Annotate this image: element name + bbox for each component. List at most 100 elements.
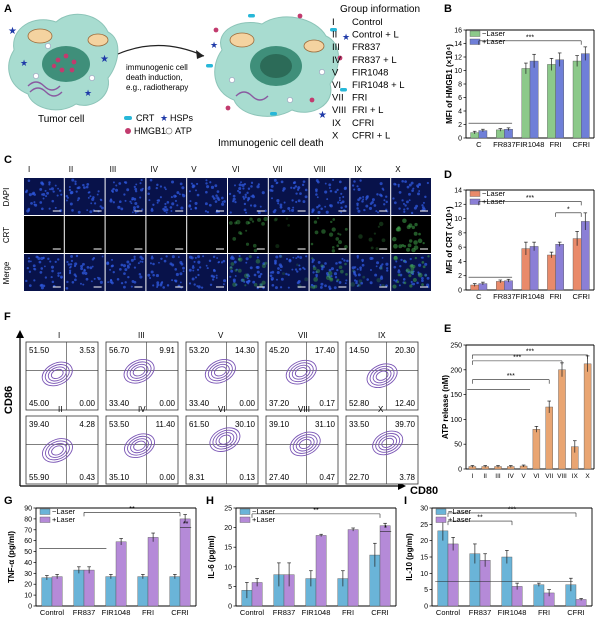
y-tick-label: 10 <box>24 593 32 600</box>
flow-plot-label: IV <box>138 405 146 414</box>
flow-plot: X 33.50 39.70 22.70 3.78 <box>345 405 419 485</box>
bar <box>581 53 590 139</box>
endoplasmic-reticulum-icon <box>27 81 63 97</box>
bar <box>137 576 149 607</box>
legend-swatch <box>469 38 481 45</box>
group-number: VIII <box>332 105 346 116</box>
y-tick-label: 25 <box>224 506 232 513</box>
y-axis-label: IL-6 (pg/ml) <box>207 535 216 578</box>
y-tick-label: 4 <box>458 259 462 266</box>
significance-label: * <box>567 206 570 213</box>
svg-text:★: ★ <box>20 58 28 68</box>
legend-hmgb1: HMGB1 <box>134 126 166 136</box>
group-number: IV <box>332 55 342 66</box>
x-tick-label: V <box>521 473 526 480</box>
y-tick-label: 0 <box>424 604 428 611</box>
quadrant-lower-right: 0.00 <box>79 399 95 408</box>
mitochondrion-icon <box>303 39 325 53</box>
svg-text:★: ★ <box>8 26 17 37</box>
bar <box>115 541 127 607</box>
bar <box>437 530 449 607</box>
quadrant-lower-right: 0.00 <box>159 473 175 482</box>
y-tick-label: 0 <box>28 604 32 611</box>
x-tick-label: FR837 <box>469 608 492 617</box>
micro-column-label: X <box>395 165 401 174</box>
quadrant-lower-right: 0.17 <box>319 399 335 408</box>
y-tick-label: 0 <box>458 288 462 295</box>
tumor-cell-nucleus <box>42 46 90 82</box>
panel-h-chart: 0 5 10 15 20 25 IL-6 (pg/ml) Control FR837 FIR104… <box>207 506 397 617</box>
flow-plot-label: VIII <box>298 405 310 414</box>
panel-letter-d: D <box>444 169 452 181</box>
dying-cell-label: Immunogenic cell death <box>218 138 324 149</box>
flow-plot: II 39.40 4.28 55.90 0.43 <box>25 405 99 485</box>
y-tick-label: 2 <box>458 273 462 280</box>
panel-letter-c: C <box>4 154 12 166</box>
flow-plot-label: VI <box>218 405 226 414</box>
flow-plot-label: III <box>138 331 145 340</box>
quadrant-upper-right: 20.30 <box>395 346 416 355</box>
y-tick-label: 20 <box>420 538 428 545</box>
mitochondrion-icon <box>27 28 53 44</box>
quadrant-lower-right: 0.43 <box>79 473 95 482</box>
x-tick-label: FR837 <box>493 292 516 301</box>
group-name: FRI + L <box>352 105 383 116</box>
bar <box>581 221 590 291</box>
quadrant-lower-right: 0.00 <box>239 399 255 408</box>
y-tick-label: 40 <box>24 560 32 567</box>
x-tick-label: CFRI <box>171 608 189 617</box>
y-tick-label: 30 <box>24 571 32 578</box>
flow-plot: VII 45.20 17.40 37.20 0.17 <box>265 331 339 411</box>
bar <box>572 60 582 139</box>
bar <box>547 254 556 291</box>
y-tick-label: 8 <box>458 82 462 89</box>
bar <box>555 244 564 291</box>
bar <box>547 64 556 139</box>
micro-image <box>187 216 227 253</box>
y-tick-label: 20 <box>224 525 232 532</box>
quadrant-lower-right: 0.13 <box>239 473 255 482</box>
significance-label: * <box>384 525 387 532</box>
group-number: III <box>332 42 340 53</box>
x-tick-label: FRI <box>538 608 550 617</box>
x-tick-label: Control <box>436 608 461 617</box>
flow-plot-label: VII <box>298 331 308 340</box>
group-title: Group information <box>340 4 420 15</box>
micro-column-label: VI <box>232 165 240 174</box>
legend-swatch <box>469 198 481 205</box>
panel-letter-f: F <box>4 311 11 323</box>
legend-label: −Laser <box>482 189 506 198</box>
y-tick-label: 20 <box>24 582 32 589</box>
group-number: I <box>332 17 335 28</box>
y-axis-label: IL-10 (pg/ml) <box>405 533 414 581</box>
y-tick-label: 15 <box>420 555 428 562</box>
bar <box>529 60 539 139</box>
micro-image <box>187 254 227 291</box>
micro-image <box>24 216 64 253</box>
legend-swatch <box>39 508 51 515</box>
legend-label: −Laser <box>448 507 472 516</box>
flow-plot: IV 53.50 11.40 35.10 0.00 <box>105 405 179 485</box>
y-tick-label: 10 <box>420 571 428 578</box>
y-axis-label: TNF-α (pg/ml) <box>7 531 16 583</box>
flow-plot-label: II <box>58 405 62 414</box>
y-tick-label: 80 <box>24 516 32 523</box>
quadrant-lower-right: 3.78 <box>399 473 415 482</box>
quadrant-upper-right: 31.10 <box>315 420 336 429</box>
y-tick-label: 8 <box>458 230 462 237</box>
y-tick-label: 60 <box>24 538 32 545</box>
bar <box>347 529 359 607</box>
x-tick-label: FRI <box>142 608 154 617</box>
significance-label: *** <box>526 34 534 41</box>
x-tick-label: III <box>495 473 501 480</box>
x-tick-label: FIR1048 <box>516 140 545 149</box>
tumor-cell-label: Tumor cell <box>38 114 84 125</box>
legend-swatch <box>239 516 251 523</box>
quadrant-lower-left: 22.70 <box>349 473 370 482</box>
mitochondrion-icon <box>229 32 255 48</box>
quadrant-upper-left: 39.40 <box>29 420 50 429</box>
legend-label: −Laser <box>252 507 276 516</box>
panel-d-chart: 0 2 4 6 8 10 12 14 MFI of CRT (×10⁴) C FR837 FIR104… <box>445 188 595 301</box>
quadrant-lower-left: 52.80 <box>349 399 370 408</box>
